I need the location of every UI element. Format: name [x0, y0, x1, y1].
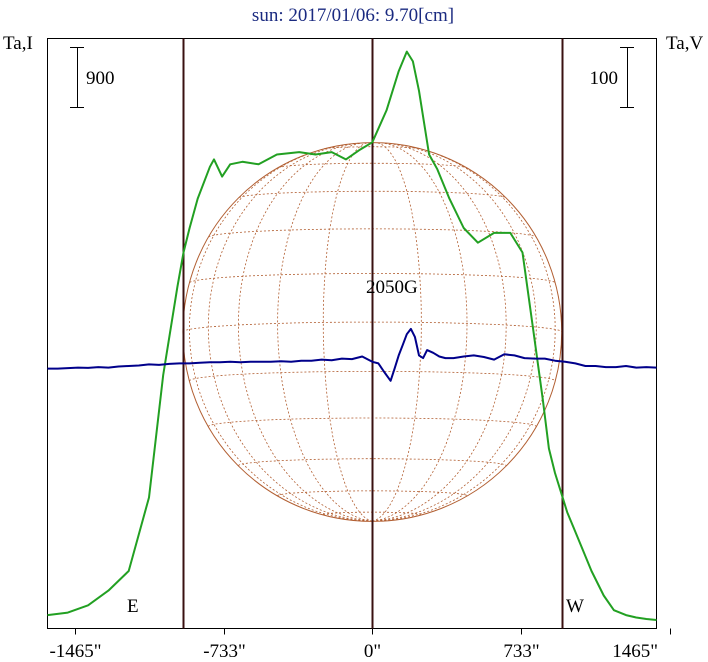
right-scale-bar: [620, 47, 634, 108]
longitude-line: [372, 146, 556, 522]
latitude-line: [189, 371, 556, 382]
longitude-line: [277, 142, 373, 522]
longitude-line: [372, 142, 422, 522]
polarization-series-line: [47, 327, 657, 382]
latitude-line: [277, 490, 468, 496]
left-scale-bar-label: 900: [86, 68, 115, 89]
x-tick-label: -1465": [49, 641, 101, 662]
right-scale-bar-label: 100: [590, 68, 619, 89]
chart-title: sun: 2017/01/06: 9.70[cm]: [252, 5, 454, 26]
east-limb-label: E: [127, 596, 139, 617]
plot-frame: [47, 38, 657, 629]
longitude-line: [207, 143, 373, 522]
left-axis-label: Ta,I: [3, 33, 33, 54]
west-limb-label: W: [566, 596, 584, 617]
x-axis-ticks: -1465" -733" 0" 733" 1465": [49, 628, 671, 662]
longitude-line: [372, 143, 537, 522]
left-scale-bar: [70, 47, 84, 108]
latitude-line: [189, 273, 556, 283]
field-strength-annotation: 2050G: [366, 277, 418, 298]
latitude-line: [277, 162, 467, 169]
data-curves: [47, 50, 657, 621]
limb-lines: [182, 38, 564, 629]
longitude-line: [372, 142, 468, 522]
intensity-series-line: [47, 50, 657, 621]
longitude-line: [372, 142, 507, 522]
x-tick-label: 733": [503, 641, 539, 662]
longitude-line: [188, 146, 373, 522]
x-tick-label: -733": [203, 641, 246, 662]
longitude-line: [322, 142, 373, 522]
x-tick-label: 1465": [612, 641, 658, 662]
x-tick-label: 0": [364, 641, 381, 662]
longitude-line: [237, 142, 373, 522]
right-axis-label: Ta,V: [666, 33, 703, 54]
